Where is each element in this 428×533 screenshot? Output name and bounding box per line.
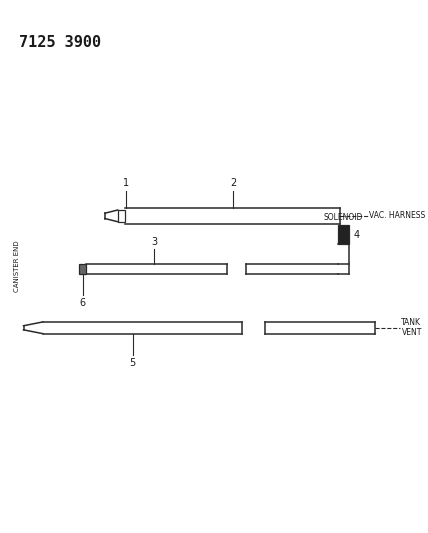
- Text: VAC. HARNESS: VAC. HARNESS: [369, 212, 425, 220]
- Text: 5: 5: [130, 358, 136, 368]
- Text: 7125 3900: 7125 3900: [19, 35, 101, 50]
- Text: TANK
VENT: TANK VENT: [401, 318, 422, 337]
- Text: 2: 2: [230, 178, 236, 188]
- Text: 6: 6: [80, 298, 86, 308]
- Bar: [79, 264, 86, 274]
- Text: 4: 4: [353, 230, 359, 240]
- Text: CANISTER END: CANISTER END: [14, 241, 20, 292]
- Text: 3: 3: [151, 237, 157, 247]
- Bar: [118, 210, 125, 222]
- Bar: [338, 225, 349, 244]
- Text: 1: 1: [123, 178, 129, 188]
- Text: SOLENOID: SOLENOID: [324, 213, 363, 222]
